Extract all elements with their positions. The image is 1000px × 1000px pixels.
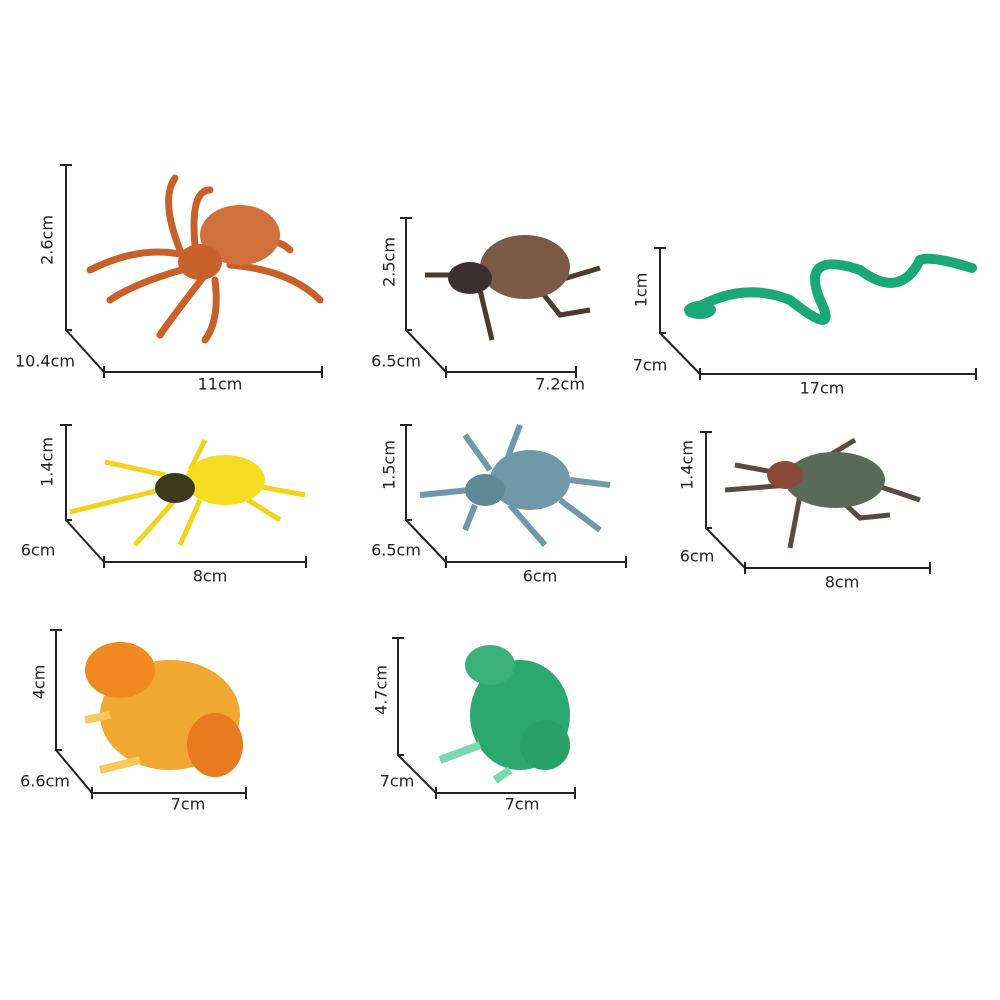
dimension-lines — [654, 247, 977, 380]
width-label: 7.2cm — [535, 375, 585, 394]
depth-label: 10.4cm — [15, 352, 75, 371]
width-label: 7cm — [171, 795, 206, 814]
bug — [724, 437, 921, 549]
snake — [684, 253, 977, 325]
height-label: 2.5cm — [380, 237, 399, 287]
height-label: 1.4cm — [678, 440, 697, 490]
height-label: 4cm — [30, 665, 49, 700]
green-frog — [438, 645, 570, 784]
beetle — [425, 235, 601, 341]
spider — [86, 174, 324, 344]
dimension-lines — [50, 629, 247, 799]
dimension-lines — [392, 637, 576, 799]
height-label: 4.7cm — [372, 665, 391, 715]
width-label: 11cm — [198, 375, 243, 394]
height-label: 1.4cm — [38, 437, 57, 487]
depth-label: 6cm — [680, 547, 715, 566]
depth-label: 6.5cm — [371, 352, 421, 371]
depth-label: 6.6cm — [20, 772, 70, 791]
depth-label: 7cm — [380, 772, 415, 791]
depth-label: 7cm — [633, 356, 668, 375]
dimension-lines — [60, 424, 307, 568]
orange-frog — [84, 642, 243, 777]
width-label: 17cm — [800, 379, 845, 398]
width-label: 8cm — [193, 567, 228, 586]
width-label: 7cm — [505, 795, 540, 814]
dimension-lines — [700, 431, 931, 574]
width-label: 8cm — [825, 573, 860, 592]
dimension-lines — [400, 217, 577, 378]
depth-label: 6cm — [21, 541, 56, 560]
blue-beetle — [419, 423, 611, 547]
depth-label: 6.5cm — [371, 541, 421, 560]
dimension-lines — [400, 424, 627, 568]
dimension-lines — [60, 164, 323, 378]
height-label: 1cm — [632, 273, 651, 308]
width-label: 6cm — [523, 567, 558, 586]
yellow-beetle — [69, 438, 306, 547]
height-label: 1.5cm — [380, 440, 399, 490]
height-label: 2.6cm — [38, 215, 57, 265]
